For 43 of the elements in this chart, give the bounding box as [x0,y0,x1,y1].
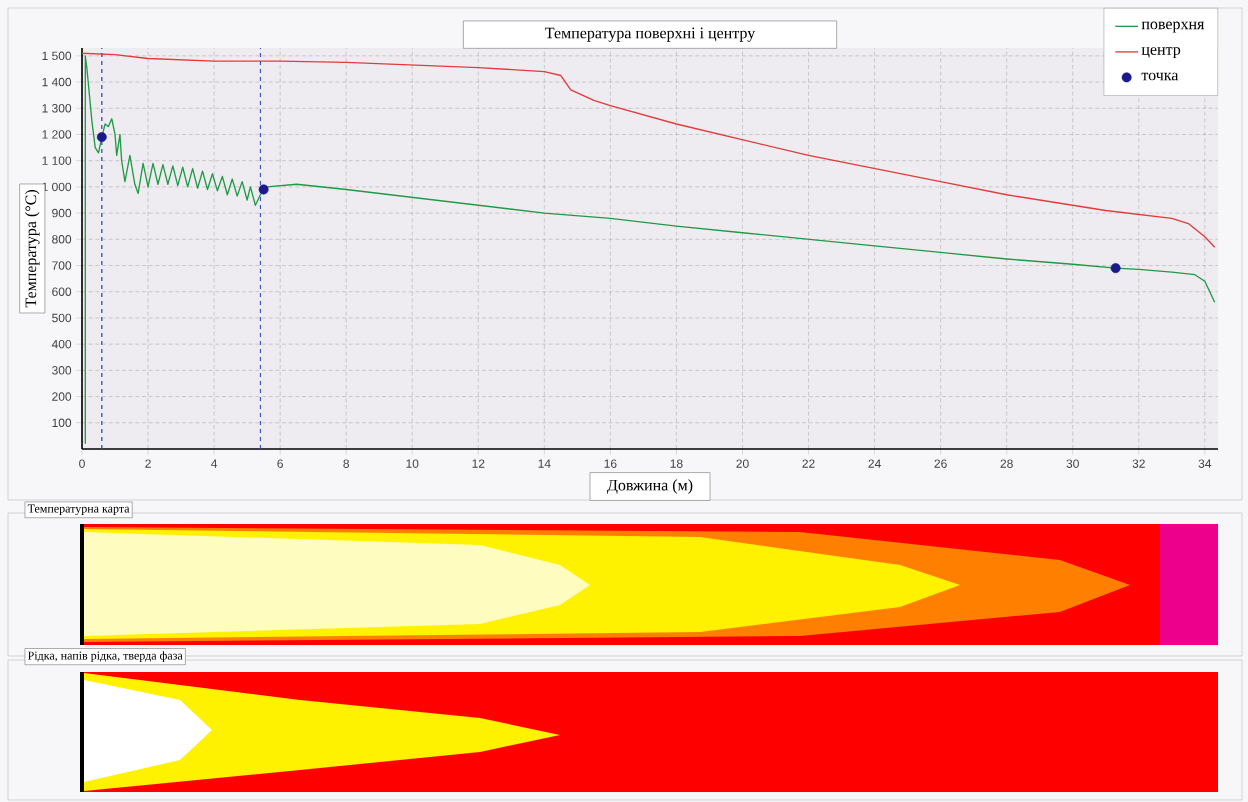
y-tick-label: 1 400 [42,77,72,87]
y-tick-label: 900 [52,208,72,218]
x-tick-label: 28 [1000,459,1013,468]
x-axis-title: Довжина (м) [607,479,693,494]
x-tick-label: 16 [604,459,617,468]
x-tick-label: 6 [277,459,283,468]
y-axis-title: Температура (°C) [24,190,40,308]
x-tick-label: 2 [145,459,151,468]
x-tick-label: 26 [934,459,947,468]
y-tick-label: 400 [51,339,72,349]
y-tick-label: 500 [52,313,72,323]
point [258,184,269,195]
y-tick-label: 700 [52,261,72,270]
legend-label: поверхня [1141,21,1205,33]
x-tick-label: 14 [538,459,551,468]
text: Рідка, напів рідка, тверда фаза [27,651,183,663]
x-tick-label: 30 [1066,459,1079,468]
text: Температурна карта [27,504,130,516]
y-tick-label: 1 200 [42,130,72,139]
x-tick-label: 8 [343,459,350,468]
x-tick-label: 0 [79,459,85,468]
point [96,132,107,143]
x-tick-label: 12 [472,459,485,468]
legend-label: точка [1141,72,1179,81]
legend-label: центр [1141,47,1181,59]
y-tick-label: 1 500 [42,51,72,61]
x-tick-label: 20 [736,459,749,468]
x-tick-label: 10 [406,459,419,468]
y-tick-label: 1 100 [42,156,72,165]
x-tick-label: 32 [1132,459,1145,468]
x-tick-label: 4 [211,459,218,468]
chart-title: Температура поверхні і центру [545,27,756,42]
x-tick-label: 34 [1198,459,1212,468]
x-tick-label: 22 [802,459,815,468]
y-tick-label: 200 [52,392,72,401]
y-tick-label: 1 300 [42,104,72,113]
y-tick-label: 300 [52,366,72,375]
y-tick-label: 100 [52,418,72,428]
y-tick-label: 800 [52,235,72,244]
x-tick-label: 24 [868,459,881,468]
x-tick-label: 18 [670,459,683,468]
y-tick-label: 600 [52,287,72,296]
point [1110,263,1121,274]
